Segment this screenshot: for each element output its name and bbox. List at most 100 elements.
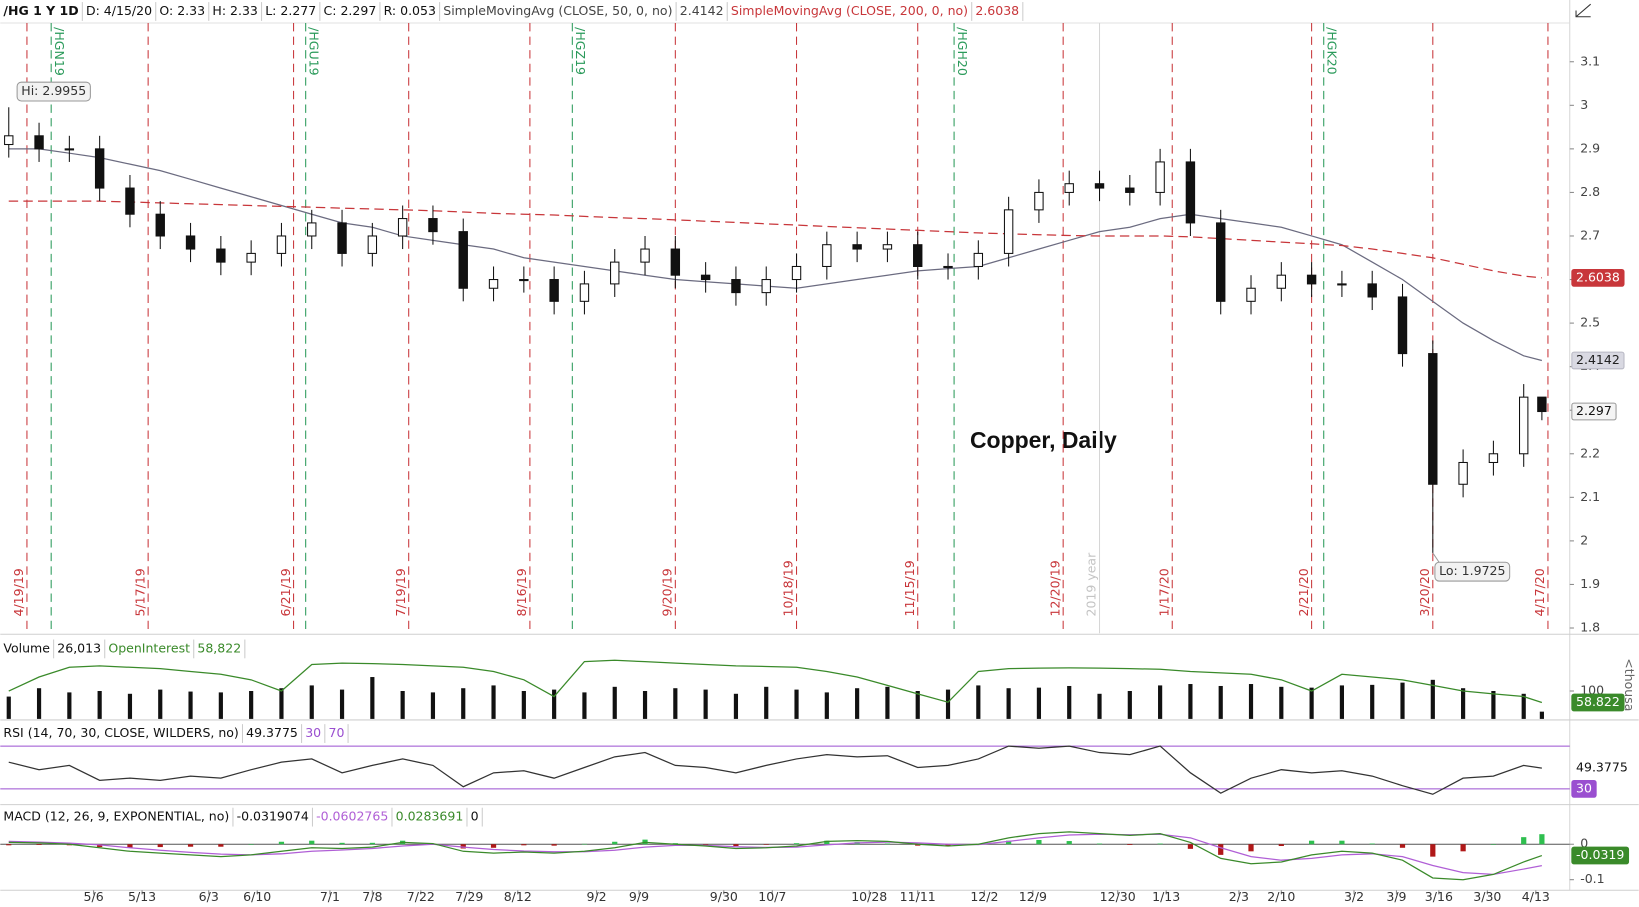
y-tick-label: 2.2 (1580, 445, 1600, 460)
value-tag-box (1571, 693, 1625, 712)
open-interest-line (8, 659, 1543, 704)
x-tick-label: 9/30 (710, 889, 738, 904)
header-text: R: 0.053 (384, 3, 436, 18)
header-text: MACD (12, 26, 9, EXPONENTIAL, no) (3, 809, 229, 824)
candle-body (4, 135, 14, 146)
x-tick-label: 7/8 (362, 889, 382, 904)
histogram-bar (6, 844, 12, 846)
expiration-label: 6/21/19 (278, 568, 293, 616)
candle-body (1537, 396, 1547, 413)
volume-bar (249, 690, 254, 719)
header-text: -0.0602765 (316, 809, 388, 824)
value-tag: 49.3775 (1576, 760, 1628, 775)
candle-body (216, 248, 226, 263)
histogram-bar (1248, 844, 1254, 852)
histogram-bar (278, 841, 285, 845)
candle-body (1034, 191, 1044, 211)
expiration-label: 9/20/19 (660, 568, 675, 616)
candle-body (397, 218, 408, 237)
header-text: /HG 1 Y 1D (3, 3, 78, 18)
x-tick-label: 10/7 (758, 889, 786, 904)
header-text: L: 2.277 (265, 3, 316, 18)
candle-body (34, 135, 44, 150)
x-tick-label: 7/22 (407, 889, 435, 904)
macd-value-line (8, 831, 1543, 881)
volume-bar (188, 691, 193, 719)
value-tag-box (1571, 759, 1633, 778)
x-tick-label: 3/9 (1386, 889, 1406, 904)
candle-body (1337, 283, 1347, 286)
volume-bar (1006, 688, 1011, 719)
histogram-bar (915, 844, 921, 846)
candle-body (307, 222, 317, 237)
candle-body (549, 279, 559, 302)
candle-body (64, 148, 75, 151)
x-tick-label: 7/1 (320, 889, 340, 904)
header-text: SimpleMovingAvg (CLOSE, 200, 0, no) (731, 3, 968, 18)
high-label-box (16, 81, 91, 102)
candle-body (276, 235, 287, 254)
high-label: Hi: 2.9955 (21, 83, 86, 98)
y-tick-label: 2 (1580, 532, 1588, 547)
y-tick-label: 3 (1580, 97, 1588, 112)
expiration-label: 3/20/20 (1417, 568, 1432, 616)
candle-body (1064, 183, 1074, 193)
volume-bar (703, 689, 708, 719)
volume-bar (1036, 687, 1042, 719)
expiration-label: 2/21/20 (1296, 568, 1311, 616)
histogram-bar (1096, 843, 1103, 845)
expiration-label: 7/19/19 (393, 568, 408, 616)
header-text: H: 2.33 (212, 3, 257, 18)
expiration-label: 8/16/19 (514, 568, 529, 616)
volume-bar (1158, 685, 1163, 719)
histogram-bar (309, 840, 315, 845)
header-text: 2.4142 (680, 3, 724, 18)
expiration-label: 5/17/19 (132, 568, 147, 616)
candle-body (458, 231, 468, 289)
x-tick-label: 3/30 (1473, 889, 1501, 904)
histogram-bar (1006, 840, 1012, 845)
value-tag-box (1571, 351, 1625, 370)
histogram-bar (1430, 844, 1436, 857)
candle-body (155, 213, 165, 237)
volume-bar (1491, 690, 1496, 719)
header-text: D: 4/15/20 (86, 3, 152, 18)
volume-bar (1218, 685, 1223, 719)
draw-tool-icon[interactable] (1575, 3, 1591, 18)
moving-average-line (8, 148, 1543, 362)
histogram-bar (157, 844, 163, 848)
header-text: 49.3775 (246, 725, 298, 740)
candle-body (852, 244, 862, 250)
candle-body (1276, 274, 1287, 289)
candle-body (670, 248, 681, 276)
x-tick-label: 9/2 (586, 889, 606, 904)
histogram-bar (763, 844, 769, 845)
expiration-label: 4/17/20 (1532, 568, 1547, 616)
histogram-bar (1187, 844, 1194, 849)
volume-bar (218, 692, 223, 719)
header-text: OpenInterest (108, 640, 190, 655)
volume-bar (855, 688, 860, 719)
roll-label: /HGU19 (307, 27, 322, 75)
volume-bar (400, 690, 405, 719)
candle-body (1488, 453, 1499, 464)
y-tick-label: 2.5 (1580, 315, 1600, 330)
histogram-bar (521, 844, 527, 846)
volume-bar (67, 692, 72, 719)
volume-bar (733, 693, 739, 719)
histogram-bar (945, 844, 951, 847)
histogram-bar (581, 843, 588, 845)
header-text: O: 2.33 (159, 3, 205, 18)
histogram-bar (1157, 843, 1163, 845)
x-tick-label: 6/10 (243, 889, 271, 904)
value-tag: 2.6038 (1576, 269, 1620, 284)
candle-body (822, 244, 832, 267)
chart-title: Copper, Daily (970, 427, 1117, 453)
candle-body (761, 279, 771, 294)
value-tag: 2.297 (1576, 403, 1612, 418)
x-tick-label: 11/11 (900, 889, 936, 904)
candle-body (1155, 161, 1165, 193)
header-text: Volume (3, 640, 50, 655)
histogram-bar (1460, 844, 1466, 852)
